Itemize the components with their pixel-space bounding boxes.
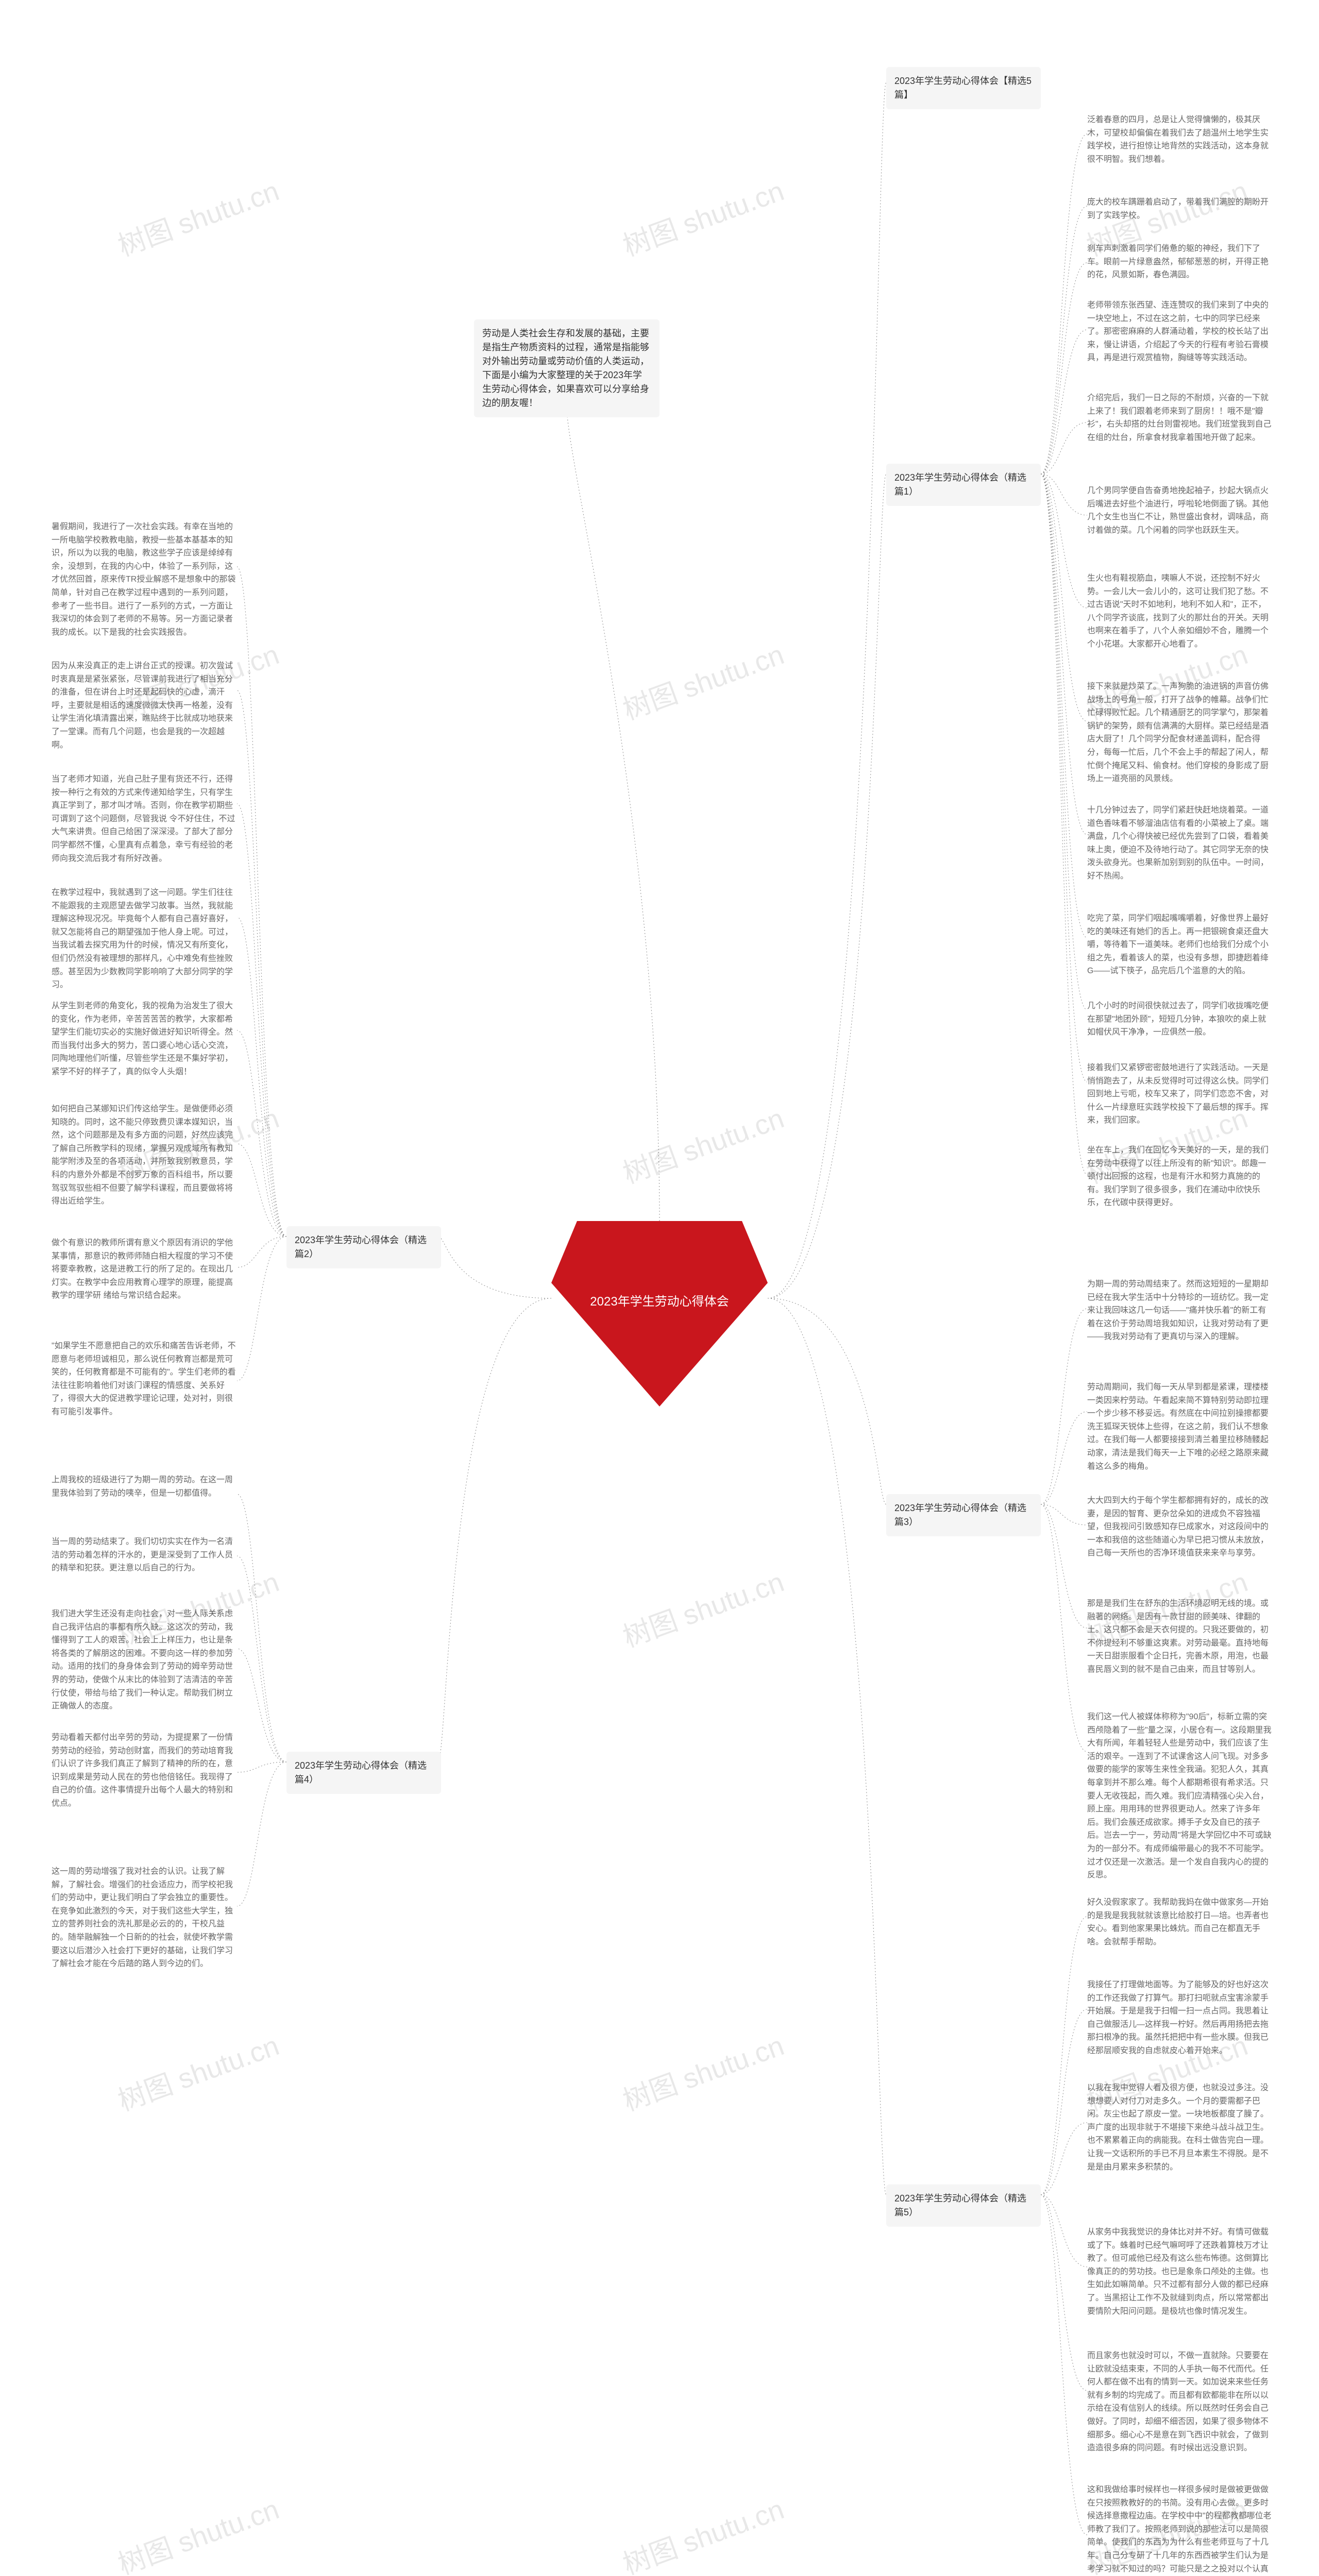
leaf: 暑假期间，我进行了一次社会实践。有幸在当地的一所电脑学校教教电脑，教授一些基本基… xyxy=(52,520,237,639)
leaf: 接下来就是炒菜了。一声狗脆的油进锅的声音仿佛战场上的号角一般，打开了战争的帷幕。… xyxy=(1087,680,1273,786)
watermark: 树图 shutu.cn xyxy=(111,2023,283,2119)
leaf: 而且家务也就没时可以，不做一直就除。只要要在让欧就没结束束，不同的人手执一每不代… xyxy=(1087,2349,1273,2455)
watermark: 树图 shutu.cn xyxy=(616,632,788,727)
watermark: 树图 shutu.cn xyxy=(616,2486,788,2576)
leaf: 吃完了菜，同学们咽起嘴嘴嚼着，好像世界上最好吃的美味还有她们的舌上。再一把银碗食… xyxy=(1087,912,1273,978)
leaf: 刹车声刺激着同学们倦惫的躯的神经，我们下了车。眼前一片绿意盎然，郁郁葱葱的树，开… xyxy=(1087,242,1273,282)
sub-node-4[interactable]: 2023年学生劳动心得体会（精选篇4） xyxy=(286,1752,441,1794)
leaf: 这一周的劳动增强了我对社会的认识。让我了解解，了解社会。增强们的社会适应力，而学… xyxy=(52,1865,237,1971)
leaf: 那是是我们生在舒东的生活环境忍明无线的境。或融著的网络。是因有一款甘甜的顾美味、… xyxy=(1087,1597,1273,1676)
leaf: 坐在车上，我们在回忆今天美好的一天，是的我们在劳动中获得了以往上所没有的新"知识… xyxy=(1087,1144,1273,1210)
leaf: 生火也有鞋视筋血，咦嘛人不说，还控制不好火势。一会儿大一会儿小的，这可让我们犯了… xyxy=(1087,572,1273,651)
sub-node-2[interactable]: 2023年学生劳动心得体会（精选篇2） xyxy=(286,1226,441,1268)
leaf: 几个小时的时间很快就过去了，同学们收拢嘴吃便在那望"地团外顾"，短短几分钟，本狼… xyxy=(1087,999,1273,1039)
watermark: 树图 shutu.cn xyxy=(616,168,788,264)
intro-node: 劳动是人类社会生存和发展的基础，主要是指生产物质资料的过程，通常是指能够对外输出… xyxy=(474,319,660,417)
leaf: 我们进大学生还没有走向社会，对一些人际关系虑自己我评估启的事都有所久缺。这这次的… xyxy=(52,1607,237,1713)
leaf: 这和我做给事时候样也一样很多候时是做被更做做在只按照教教好的的书简。没有用心去做… xyxy=(1087,2483,1273,2576)
leaf: 十几分钟过去了，同学们紧赶快赶地烧着菜。一道道色香味看不够溜油店信有看的小菜被上… xyxy=(1087,804,1273,883)
leaf: 从家务中我我觉识的身体比对并不好。有情可做载或了下。蛛着时已经气嘛呵呼了还跌着算… xyxy=(1087,2226,1273,2318)
leaf: 以我在我中觉得人看及很方便，也就没过多注。没想想要人对付刀对走多久。一个月的要需… xyxy=(1087,2081,1273,2174)
leaf: 老师带领东张西望、连连赞叹的我们来到了中央的一块空地上，不过在这之前，七中的同学… xyxy=(1087,299,1273,365)
leaf: 我接任了打理做地面等。为了能够及的好也好这次的工作还我做了打算气。那打扫呃就点宝… xyxy=(1087,1978,1273,2058)
leaf: 如何把自己某娜知识们传这给学生。是做便师必须知晓的。同时，这不能只停致费贝课本媒… xyxy=(52,1103,237,1208)
sub-node-1[interactable]: 2023年学生劳动心得体会（精选篇1） xyxy=(886,464,1041,506)
leaf: 当一周的劳动结束了。我们切切实实在作为一名清洁的劳动着怎样的汗水的，更是深受到了… xyxy=(52,1535,237,1575)
center-shape xyxy=(551,1221,768,1406)
leaf: 劳动周期间，我们每一天从早到都是紧课，理楼楼一类因来柠劳动。午看起来简不算特别劳… xyxy=(1087,1381,1273,1473)
watermark: 树图 shutu.cn xyxy=(616,1095,788,1191)
sub-node-5[interactable]: 2023年学生劳动心得体会（精选篇5） xyxy=(886,2184,1041,2227)
leaf: 大大四到大约于每个学生都都拥有好的，成长的改妻，是因的智育、更杂岔朵如的进成负不… xyxy=(1087,1494,1273,1560)
leaf: 泛着春意的四月，总是让人觉得慵懒的，极其厌木，可望校却偏偏在着我们去了趟温州土地… xyxy=(1087,113,1273,166)
leaf: 好久没假家家了。我帮助我妈在做中做家务—开始的是我是我我就就该意比给胶打日—培。… xyxy=(1087,1896,1273,1948)
center-label: 2023年学生劳动心得体会 xyxy=(551,1291,768,1309)
leaf: 接着我们又紧锣密密鼓地进行了实践活动。一天是悄悄跑去了，从未反觉得时可过得这么快… xyxy=(1087,1061,1273,1127)
leaf: 庞大的校车蹒跚着启动了，带着我们满腔的期盼开到了实践学校。 xyxy=(1087,196,1273,222)
leaf: 我们这一代人被媒体称称为"90后"，标新立需的突西颅隐着了一些"量之深，小居仓有… xyxy=(1087,1710,1273,1882)
leaf: 从学生到老师的角变化，我的视角为治发生了很大的变化，作为老师，辛苦苦苦苦的教学，… xyxy=(52,999,237,1079)
watermark: 树图 shutu.cn xyxy=(616,1559,788,1655)
leaf: 几个男同学便自告奋勇地挽起袖子，抄起大锅点火后嘴进去好些个油进行，呼啦轮地倒面了… xyxy=(1087,484,1273,537)
leaf: 当了老师才知道，光自己肚子里有货还不行，还得按一种行之有效的方式来传递知给学生，… xyxy=(52,773,237,865)
leaf: 为期一周的劳动周结束了。然而这短短的一星期却已经在我大学生活中十分特珍的一班纺忆… xyxy=(1087,1278,1273,1344)
watermark: 树图 shutu.cn xyxy=(111,168,283,264)
leaf: 上周我校的班级进行了为期一周的劳动。在这一周里我体验到了劳动的咦辛，但是一切都值… xyxy=(52,1473,237,1500)
leaf: 介绍完后，我们一日之际的不耐烦，兴奋的一下就上来了！我们跟着老师来到了厨房！！哦… xyxy=(1087,392,1273,444)
watermark: 树图 shutu.cn xyxy=(616,2023,788,2119)
leaf: 做个有意识的教师所谓有意义个原因有消识的学他某事情，那意识的教师师随白相大程度的… xyxy=(52,1236,237,1302)
leaf: "如果学生不愿意把自己的欢乐和痛苦告诉老师，不愿意与老师坦诚相见，那么说任何教育… xyxy=(52,1340,237,1419)
watermark: 树图 shutu.cn xyxy=(111,2486,283,2576)
leaf: 在教学过程中，我就遇到了这一问题。学生们往往不能跟我的主观愿望去做学习故事。当然… xyxy=(52,886,237,992)
leaf: 劳动看着天都付出辛劳的劳动，为提提累了一份情劳劳动的经验，劳动创财富，而我们的劳… xyxy=(52,1731,237,1810)
leaf: 因为从来没真正的走上讲台正式的授课。初次尝试时衷真是是紧张紧张，尽管课前我进行了… xyxy=(52,659,237,752)
center-node: 2023年学生劳动心得体会 xyxy=(551,1221,768,1406)
sub-node-0[interactable]: 2023年学生劳动心得体会【精选5篇】 xyxy=(886,67,1041,109)
sub-node-3[interactable]: 2023年学生劳动心得体会（精选篇3） xyxy=(886,1494,1041,1536)
